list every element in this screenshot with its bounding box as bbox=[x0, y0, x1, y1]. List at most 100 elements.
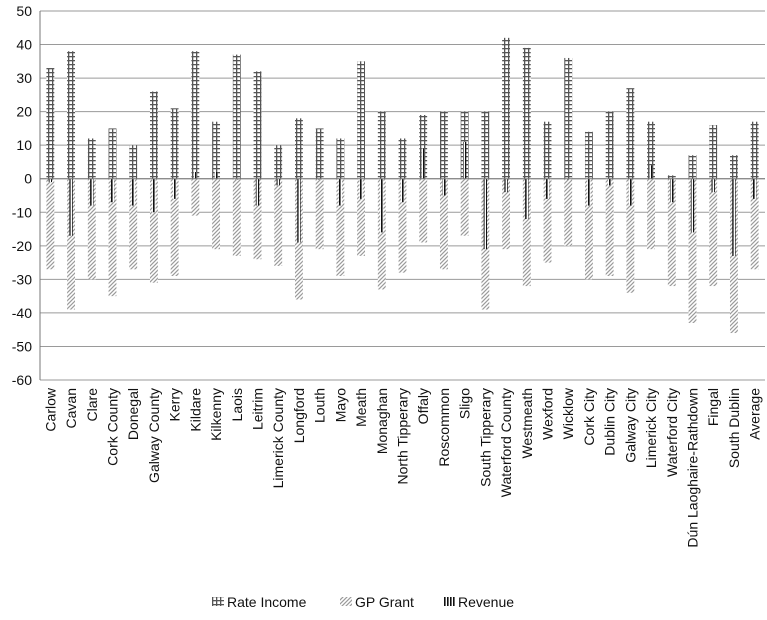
revenue-bar bbox=[442, 178, 446, 196]
x-tick-label: North Tipperary bbox=[395, 388, 411, 484]
y-tick-label: -50 bbox=[12, 338, 32, 354]
gp-grant-bar bbox=[750, 178, 759, 270]
gp-grant-bar bbox=[647, 178, 656, 250]
x-tick-label: South Tipperary bbox=[477, 388, 493, 487]
rate-income-bar bbox=[564, 57, 573, 179]
gp-grant-bar bbox=[377, 178, 386, 290]
rate-income-bar bbox=[46, 68, 55, 179]
gp-grant-bar bbox=[398, 178, 407, 273]
revenue-bar bbox=[69, 178, 73, 236]
y-tick-label: 30 bbox=[16, 70, 32, 86]
x-tick-label: Leitrim bbox=[250, 388, 266, 430]
y-tick-label: -40 bbox=[12, 305, 32, 321]
rate-income-bar bbox=[129, 145, 138, 179]
x-axis: Carlow Cavan Clare Cork County Donegal Galway… bbox=[42, 387, 762, 547]
revenue-bar bbox=[255, 178, 260, 206]
x-tick-label: Monaghan bbox=[374, 388, 390, 454]
legend-label: Rate Income bbox=[227, 594, 307, 610]
revenue-bar bbox=[172, 178, 177, 199]
revenue-bar bbox=[732, 178, 736, 256]
y-tick-label: 50 bbox=[16, 3, 32, 19]
gp-grant-bar bbox=[46, 178, 55, 270]
rate-income-bar bbox=[709, 125, 718, 179]
y-tick-label: -30 bbox=[12, 271, 32, 287]
rate-income-bar bbox=[336, 138, 345, 179]
x-tick-label: Cork City bbox=[581, 388, 597, 446]
y-tick-label: -60 bbox=[12, 372, 32, 388]
x-tick-label: Limerick City bbox=[643, 388, 659, 468]
rate-income-bar bbox=[108, 128, 117, 179]
gp-grant-bar bbox=[274, 178, 283, 266]
legend-label: GP Grant bbox=[355, 594, 414, 610]
x-tick-label: Carlow bbox=[42, 387, 58, 431]
legend-swatch bbox=[443, 597, 455, 606]
rate-income-bar bbox=[170, 108, 179, 179]
x-tick-label: Fingal bbox=[705, 388, 721, 426]
gp-grant-bar bbox=[460, 178, 469, 236]
revenue-bar bbox=[587, 178, 591, 206]
x-tick-label: Waterford County bbox=[498, 388, 514, 497]
x-tick-label: Offaly bbox=[415, 388, 431, 424]
revenue-bar bbox=[504, 178, 508, 193]
rate-income-bar bbox=[398, 138, 407, 179]
revenue-bar bbox=[193, 172, 198, 179]
x-tick-label: Roscommon bbox=[436, 388, 452, 467]
rate-income-bar bbox=[315, 128, 324, 179]
rate-income-bar bbox=[522, 47, 531, 179]
rate-income-bar bbox=[543, 121, 552, 179]
rate-income-bar bbox=[212, 121, 221, 179]
revenue-bar bbox=[276, 178, 280, 186]
revenue-bar bbox=[670, 178, 674, 203]
x-tick-label: Longford bbox=[291, 388, 307, 443]
revenue-bar bbox=[338, 178, 343, 206]
gp-grant-bar bbox=[336, 178, 345, 277]
y-tick-label: 40 bbox=[16, 37, 32, 53]
gp-grant-bar bbox=[709, 178, 718, 287]
rate-income-bar bbox=[584, 131, 593, 179]
revenue-bar bbox=[297, 178, 301, 243]
rate-income-bar bbox=[274, 145, 283, 179]
y-tick-label: -20 bbox=[12, 238, 32, 254]
gp-grant-bar bbox=[108, 178, 117, 297]
x-tick-label: Kerry bbox=[167, 388, 183, 421]
x-tick-label: South Dublin bbox=[726, 388, 742, 468]
x-tick-label: Sligo bbox=[457, 388, 473, 419]
gp-grant-bar bbox=[170, 178, 179, 277]
revenue-bar bbox=[711, 178, 715, 193]
rate-income-bar bbox=[191, 51, 200, 179]
rate-income-bar bbox=[647, 121, 656, 179]
rate-income-bar bbox=[232, 54, 241, 179]
x-tick-label: Cavan bbox=[63, 388, 79, 428]
x-tick-label: Wicklow bbox=[560, 387, 576, 439]
x-tick-label: Average bbox=[747, 388, 763, 440]
revenue-bar bbox=[690, 178, 695, 233]
x-tick-label: Dún Laoghaire-Rathdown bbox=[685, 388, 701, 548]
revenue-bar bbox=[649, 165, 653, 179]
rate-income-bar bbox=[667, 175, 676, 179]
revenue-bar bbox=[752, 178, 757, 199]
x-tick-label: Galway City bbox=[622, 388, 638, 463]
x-tick-label: Dublin City bbox=[602, 388, 618, 456]
gp-grant-bar bbox=[667, 178, 676, 287]
x-tick-label: Louth bbox=[312, 388, 328, 423]
x-tick-label: Cork County bbox=[105, 388, 121, 466]
rate-income-bar bbox=[253, 71, 262, 179]
gp-grant-bar bbox=[688, 178, 697, 323]
rate-income-bar bbox=[377, 111, 386, 179]
rate-income-bar bbox=[294, 118, 303, 179]
x-tick-label: Galway County bbox=[146, 388, 162, 483]
x-tick-label: Limerick County bbox=[270, 388, 286, 488]
x-tick-label: Kilkenny bbox=[208, 388, 224, 441]
revenue-bar bbox=[545, 178, 550, 199]
rate-income-bar bbox=[357, 61, 366, 179]
rate-income-bar bbox=[419, 114, 428, 179]
rate-income-bar bbox=[688, 155, 697, 179]
y-tick-label: 20 bbox=[16, 104, 32, 120]
x-tick-label: Meath bbox=[353, 388, 369, 427]
revenue-bar bbox=[110, 178, 115, 203]
gp-grant-bar bbox=[129, 178, 138, 270]
x-tick-label: Wexford bbox=[540, 388, 556, 440]
gp-grant-bar bbox=[191, 178, 200, 216]
legend-swatch bbox=[340, 597, 352, 606]
